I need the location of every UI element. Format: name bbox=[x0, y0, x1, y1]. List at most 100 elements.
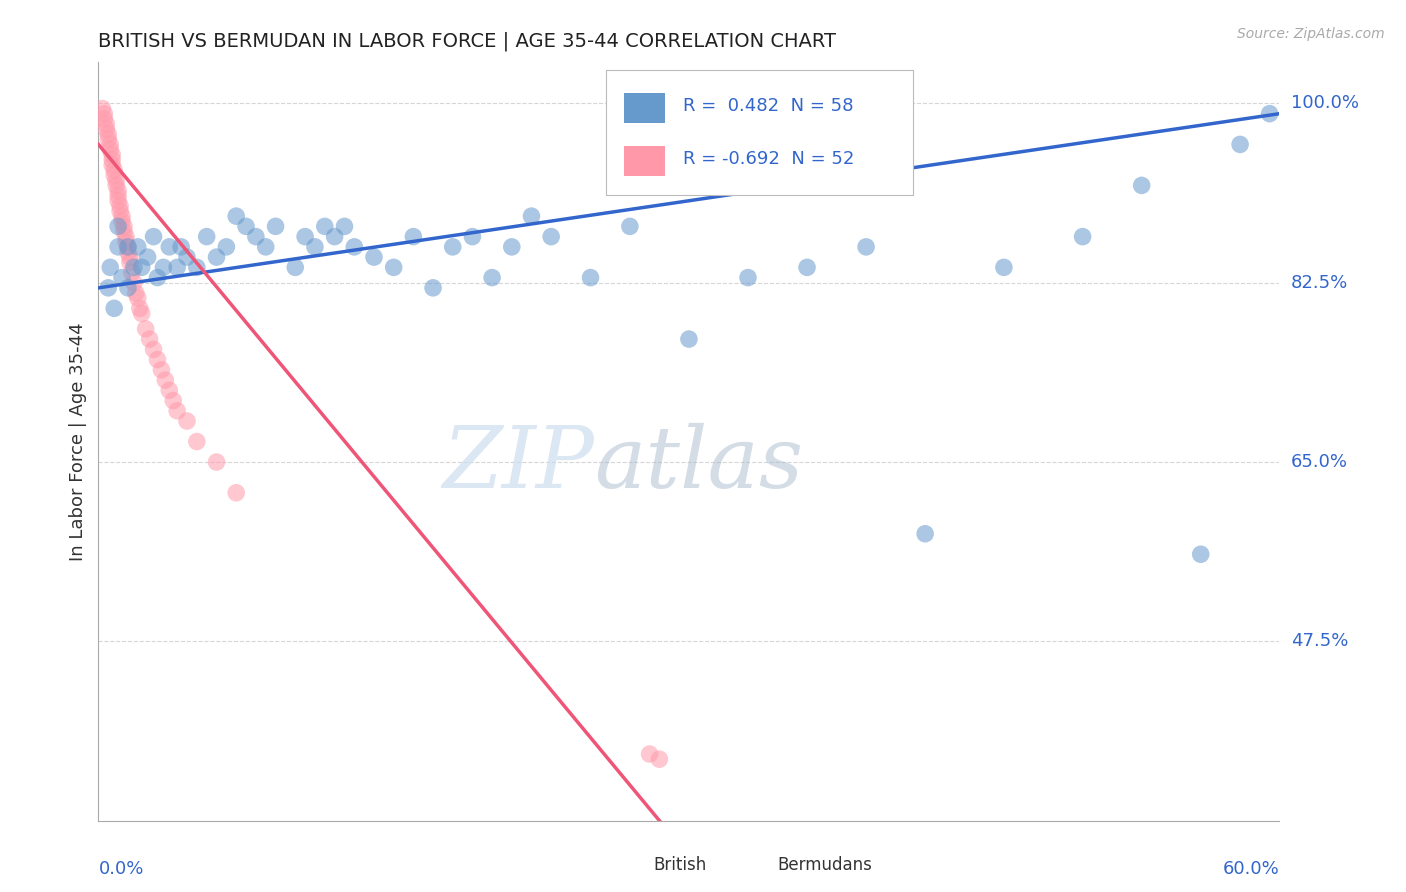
Text: 0.0%: 0.0% bbox=[98, 860, 143, 878]
Point bbox=[125, 285, 148, 300]
Text: BRITISH VS BERMUDAN IN LABOR FORCE | AGE 35-44 CORRELATION CHART: BRITISH VS BERMUDAN IN LABOR FORCE | AGE… bbox=[98, 31, 837, 51]
Point bbox=[112, 219, 135, 234]
Point bbox=[579, 270, 602, 285]
Point bbox=[111, 214, 134, 228]
Point bbox=[150, 363, 173, 377]
Point bbox=[107, 184, 129, 198]
Point bbox=[264, 219, 287, 234]
Text: Bermudans: Bermudans bbox=[778, 855, 872, 873]
Text: British: British bbox=[654, 855, 707, 873]
Point bbox=[118, 250, 141, 264]
Point bbox=[136, 250, 159, 264]
Point bbox=[96, 122, 118, 136]
Point bbox=[98, 137, 121, 152]
Point bbox=[101, 158, 124, 172]
Point bbox=[146, 352, 169, 367]
FancyBboxPatch shape bbox=[606, 70, 914, 195]
Point bbox=[1229, 137, 1251, 152]
Point bbox=[91, 102, 114, 116]
Point bbox=[215, 240, 238, 254]
Point bbox=[111, 270, 134, 285]
Point bbox=[118, 255, 141, 269]
Point bbox=[105, 173, 128, 187]
Point bbox=[127, 291, 149, 305]
Point bbox=[97, 281, 120, 295]
Point bbox=[323, 229, 346, 244]
Text: atlas: atlas bbox=[595, 423, 804, 506]
Point bbox=[481, 270, 503, 285]
Point bbox=[96, 117, 118, 131]
Point bbox=[638, 747, 661, 761]
Point bbox=[108, 204, 131, 219]
Point bbox=[142, 343, 165, 357]
Point bbox=[402, 229, 425, 244]
Point bbox=[855, 240, 877, 254]
Point bbox=[540, 229, 562, 244]
Point bbox=[93, 106, 115, 120]
Point bbox=[121, 265, 143, 279]
Point bbox=[117, 240, 139, 254]
Text: 100.0%: 100.0% bbox=[1291, 95, 1358, 112]
Point bbox=[138, 332, 160, 346]
Point bbox=[103, 168, 125, 182]
Point bbox=[170, 240, 193, 254]
Point bbox=[157, 384, 180, 398]
Point bbox=[343, 240, 366, 254]
Point bbox=[162, 393, 184, 408]
Point bbox=[648, 752, 671, 766]
Point bbox=[103, 301, 125, 316]
Point bbox=[186, 260, 208, 275]
Point bbox=[122, 260, 145, 275]
FancyBboxPatch shape bbox=[742, 854, 772, 876]
Point bbox=[98, 260, 121, 275]
Text: 82.5%: 82.5% bbox=[1291, 274, 1348, 292]
Point bbox=[115, 235, 138, 249]
Point bbox=[678, 332, 700, 346]
Point bbox=[294, 229, 316, 244]
Point bbox=[101, 153, 124, 167]
Point bbox=[796, 260, 818, 275]
Point bbox=[501, 240, 523, 254]
Point bbox=[157, 240, 180, 254]
Point bbox=[166, 404, 188, 418]
Point bbox=[107, 240, 129, 254]
Point bbox=[117, 240, 139, 254]
Point bbox=[131, 306, 153, 320]
Point bbox=[107, 188, 129, 202]
Point bbox=[304, 240, 326, 254]
Point bbox=[128, 301, 150, 316]
Point bbox=[422, 281, 444, 295]
Point bbox=[441, 240, 464, 254]
Point bbox=[619, 219, 641, 234]
Point bbox=[101, 147, 124, 161]
Point bbox=[122, 276, 145, 290]
Point bbox=[225, 485, 247, 500]
Point bbox=[520, 209, 543, 223]
Point bbox=[98, 143, 121, 157]
Point bbox=[1071, 229, 1094, 244]
Text: ZIP: ZIP bbox=[443, 423, 595, 506]
Text: 47.5%: 47.5% bbox=[1291, 632, 1348, 650]
Point bbox=[108, 199, 131, 213]
Point bbox=[205, 250, 228, 264]
FancyBboxPatch shape bbox=[624, 93, 665, 123]
Point bbox=[993, 260, 1015, 275]
Y-axis label: In Labor Force | Age 35-44: In Labor Force | Age 35-44 bbox=[69, 322, 87, 561]
Point bbox=[1189, 547, 1212, 561]
Point bbox=[107, 194, 129, 208]
Point bbox=[195, 229, 218, 244]
Point bbox=[314, 219, 336, 234]
Point bbox=[1130, 178, 1153, 193]
Point bbox=[176, 250, 198, 264]
Point bbox=[914, 526, 936, 541]
Point bbox=[363, 250, 385, 264]
Point bbox=[333, 219, 356, 234]
Point bbox=[103, 163, 125, 178]
Point bbox=[461, 229, 484, 244]
Point bbox=[284, 260, 307, 275]
Point bbox=[117, 245, 139, 260]
Point bbox=[105, 178, 128, 193]
Point bbox=[186, 434, 208, 449]
Point bbox=[112, 225, 135, 239]
Point bbox=[107, 219, 129, 234]
